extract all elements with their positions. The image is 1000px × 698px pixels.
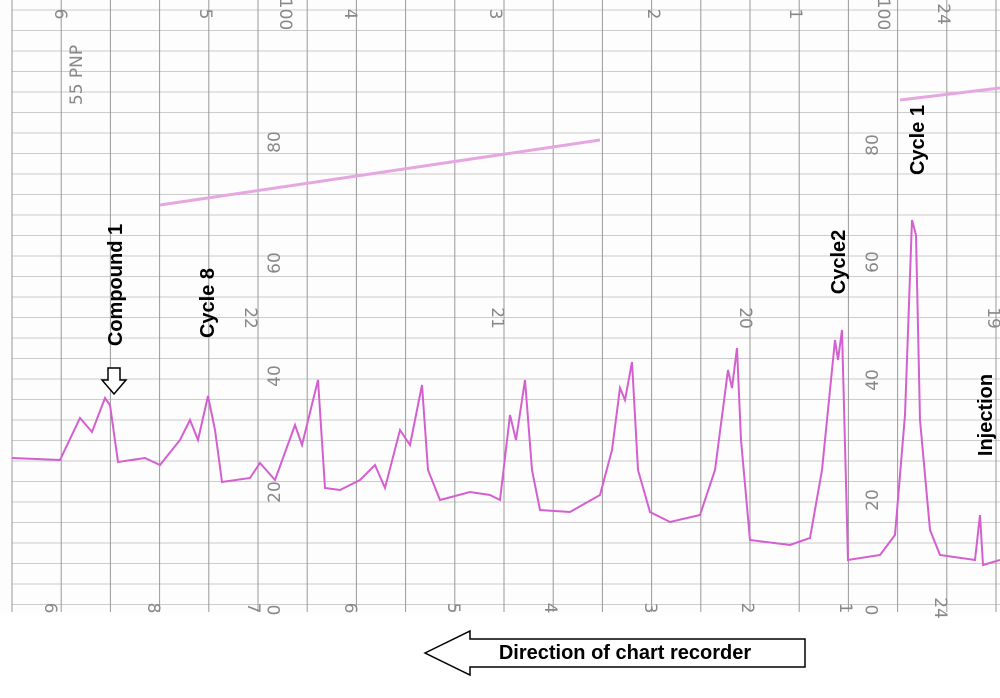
top-scale-label: 6 bbox=[50, 9, 70, 20]
top-scale-label: 1 bbox=[785, 9, 805, 20]
annotation: Injection bbox=[975, 374, 997, 456]
top-scale-label: 4 bbox=[340, 9, 360, 20]
annotation: Cycle2 bbox=[828, 230, 850, 295]
scale-label: 60 bbox=[863, 251, 883, 273]
paper-note: 55 PNP bbox=[67, 45, 87, 105]
bottom-scale-label: 7 bbox=[243, 603, 263, 614]
scale-label: 0 bbox=[265, 605, 285, 616]
paper bbox=[0, 0, 1000, 615]
top-scale-label: 2 bbox=[643, 9, 663, 20]
top-scale-label: 24 bbox=[933, 3, 953, 25]
scale-label: 80 bbox=[265, 131, 285, 153]
direction-label: Direction of chart recorder bbox=[499, 642, 752, 664]
chromatogram-trace bbox=[11, 219, 1000, 567]
top-scale-label: 100 bbox=[873, 0, 893, 30]
direction-arrow bbox=[423, 629, 806, 677]
top-scale-label: 3 bbox=[485, 9, 505, 20]
scale-label: 80 bbox=[863, 134, 883, 156]
pen-line bbox=[899, 86, 1000, 102]
annotation: Compound 1 bbox=[105, 224, 127, 346]
scale-label: 0 bbox=[863, 605, 883, 616]
bottom-scale-label: 5 bbox=[443, 603, 463, 614]
paper-grid bbox=[0, 0, 1000, 615]
scale-label: 40 bbox=[265, 365, 285, 387]
time-mark: 21 bbox=[487, 307, 507, 329]
scale-label: 40 bbox=[863, 369, 883, 391]
bottom-scale-label: 4 bbox=[540, 603, 560, 614]
top-scale-label: 100 bbox=[275, 0, 295, 30]
time-mark: 19 bbox=[983, 307, 1000, 329]
time-mark: 22 bbox=[240, 307, 260, 329]
annotation: Cycle 1 bbox=[907, 105, 929, 175]
annotation: Cycle 8 bbox=[197, 268, 219, 338]
bottom-scale-label: 3 bbox=[640, 603, 660, 614]
pen-line bbox=[159, 138, 601, 207]
bottom-scale-label: 6 bbox=[340, 603, 360, 614]
bottom-scale-label: 2 bbox=[737, 603, 757, 614]
top-scale-label: 5 bbox=[195, 9, 215, 20]
scale-label: 20 bbox=[265, 481, 285, 503]
compound-arrow bbox=[100, 367, 128, 396]
bottom-scale-label: 24 bbox=[930, 597, 950, 619]
bottom-scale-label: 8 bbox=[143, 603, 163, 614]
bottom-scale-label: 6 bbox=[40, 603, 60, 614]
scale-label: 60 bbox=[265, 252, 285, 274]
bottom-scale-label: 1 bbox=[835, 603, 855, 614]
time-mark: 20 bbox=[735, 307, 755, 329]
scale-label: 20 bbox=[863, 489, 883, 511]
